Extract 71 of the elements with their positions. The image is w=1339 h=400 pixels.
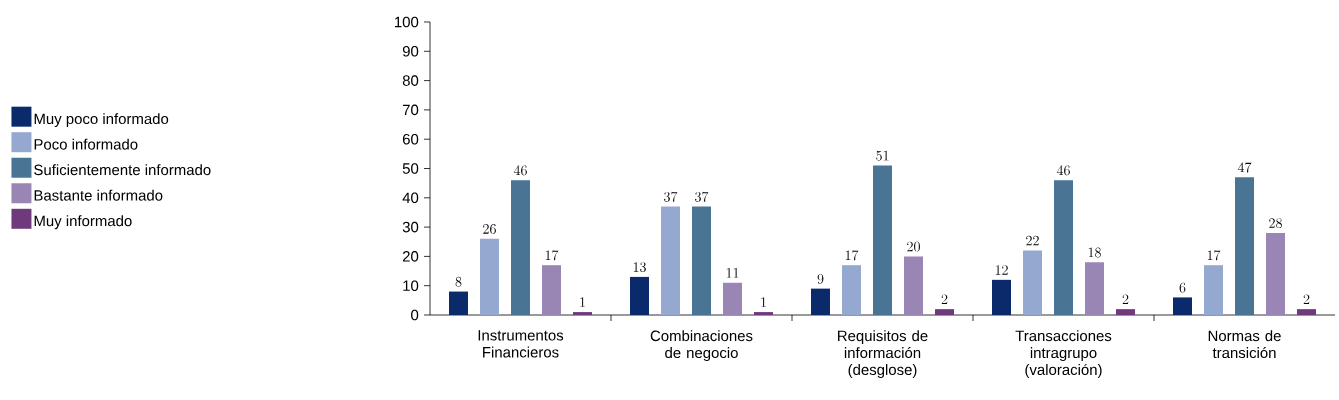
bar xyxy=(1085,262,1104,315)
data-label: 8 xyxy=(455,276,462,287)
y-tick-label: 10 xyxy=(403,280,419,291)
bar xyxy=(723,282,742,315)
bar xyxy=(935,309,954,315)
data-label: 47 xyxy=(1237,162,1252,173)
y-tick-label: 50 xyxy=(402,163,419,174)
data-label: 26 xyxy=(483,224,496,234)
data-label: 37 xyxy=(664,191,678,202)
x-tick-label: Instrumentos Financieros xyxy=(478,330,564,358)
data-label: 12 xyxy=(995,265,1008,275)
bar xyxy=(811,288,830,315)
y-tick-label: 100 xyxy=(395,16,419,28)
legend-label: Bastante informado xyxy=(34,189,163,201)
bar xyxy=(1173,297,1192,315)
bar xyxy=(1054,180,1073,315)
y-tick-label: 30 xyxy=(402,221,419,233)
bar xyxy=(480,238,499,315)
data-label: 17 xyxy=(545,250,559,261)
bar xyxy=(1023,250,1042,315)
bar xyxy=(1266,232,1285,315)
data-label: 11 xyxy=(726,268,739,278)
data-label: 6 xyxy=(1179,282,1186,293)
data-label: 51 xyxy=(876,150,889,161)
y-tick-label: 90 xyxy=(402,46,419,57)
data-label: 22 xyxy=(1026,235,1039,246)
data-label: 46 xyxy=(513,165,527,176)
data-label: 18 xyxy=(1088,247,1101,258)
data-label: 46 xyxy=(1056,165,1070,176)
bar xyxy=(661,206,680,315)
data-label: 17 xyxy=(1207,250,1221,261)
x-tick-label: Requisitos de información (desglose) xyxy=(838,330,928,378)
bar xyxy=(573,312,592,315)
bar xyxy=(904,256,923,315)
y-tick-label: 0 xyxy=(411,309,419,321)
x-tick-label: Transacciones intragrupo (valoración) xyxy=(1015,330,1112,378)
y-tick-label: 20 xyxy=(402,251,419,262)
data-label: 20 xyxy=(907,241,920,252)
data-label: 1 xyxy=(761,297,766,307)
bar xyxy=(1297,309,1316,315)
data-label: 2 xyxy=(1303,294,1310,304)
data-label: 2 xyxy=(1122,294,1129,304)
bar xyxy=(542,265,561,315)
bar xyxy=(511,180,530,315)
legend-label: Muy informado xyxy=(34,215,132,230)
bar xyxy=(630,276,649,315)
bar xyxy=(449,291,468,315)
bar xyxy=(873,165,892,315)
y-tick-label: 60 xyxy=(402,133,419,145)
data-label: 9 xyxy=(817,273,824,284)
data-label: 37 xyxy=(695,191,709,202)
y-tick-label: 80 xyxy=(402,75,419,86)
bar xyxy=(1116,309,1135,315)
y-tick-label: 70 xyxy=(402,104,419,116)
data-label: 13 xyxy=(633,262,646,273)
data-label: 1 xyxy=(580,297,585,307)
y-tick-label: 40 xyxy=(402,192,419,204)
bar xyxy=(1235,177,1254,315)
legend-label: Muy poco informado xyxy=(34,113,169,128)
bar xyxy=(754,312,773,315)
bar xyxy=(992,279,1011,315)
bar xyxy=(692,206,711,315)
data-label: 2 xyxy=(941,294,948,304)
x-tick-label: Normas de transición xyxy=(1208,330,1281,359)
bar xyxy=(842,265,861,315)
bar xyxy=(1204,265,1223,315)
legend-label: Suficientemente informado xyxy=(34,164,211,176)
data-label: 17 xyxy=(845,250,859,261)
legend-label: Poco informado xyxy=(34,138,138,150)
data-label: 28 xyxy=(1269,218,1282,229)
x-tick-label: Combinaciones de negocio xyxy=(650,330,753,362)
